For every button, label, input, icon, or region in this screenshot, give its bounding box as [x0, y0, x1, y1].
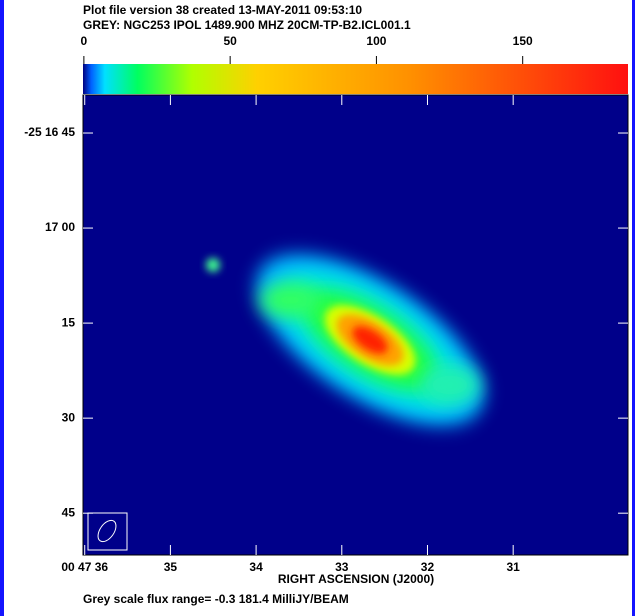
x-tick-label: 35: [164, 560, 178, 574]
colorbar-tick-label: 50: [223, 34, 237, 48]
beam: [97, 519, 117, 543]
colorbar-tick-label: 0: [81, 34, 88, 48]
y-tick-label: 15: [62, 315, 76, 329]
image: [206, 254, 484, 426]
colorbar: [83, 64, 628, 94]
y-tick-label: -25 16 45: [24, 125, 75, 139]
beam-box: [87, 512, 128, 551]
x-tick-label: 34: [249, 560, 263, 574]
x-tick-label: 32: [421, 560, 435, 574]
colorbar-tick-label: 100: [366, 34, 386, 48]
y-tick-label: 30: [62, 410, 76, 424]
x-tick-label: 31: [506, 560, 520, 574]
x-axis-label: RIGHT ASCENSION (J2000): [278, 572, 434, 586]
footer: Grey scale flux range= -0.3 181.4 MilliJ…: [83, 592, 349, 606]
plot-title: Plot file version 38 created 13-MAY-2011…: [83, 3, 362, 17]
y-tick-label: 17 00: [45, 220, 75, 234]
frame: [82, 94, 629, 556]
plot-subtitle: GREY: NGC253 IPOL 1489.900 MHZ 20CM-TP-B…: [83, 18, 411, 32]
y-tick-label: 45: [62, 505, 76, 519]
x-tick-label: 33: [335, 560, 349, 574]
colorbar-tick-label: 150: [513, 34, 533, 48]
x-tick-label: 00 47 36: [61, 560, 108, 574]
